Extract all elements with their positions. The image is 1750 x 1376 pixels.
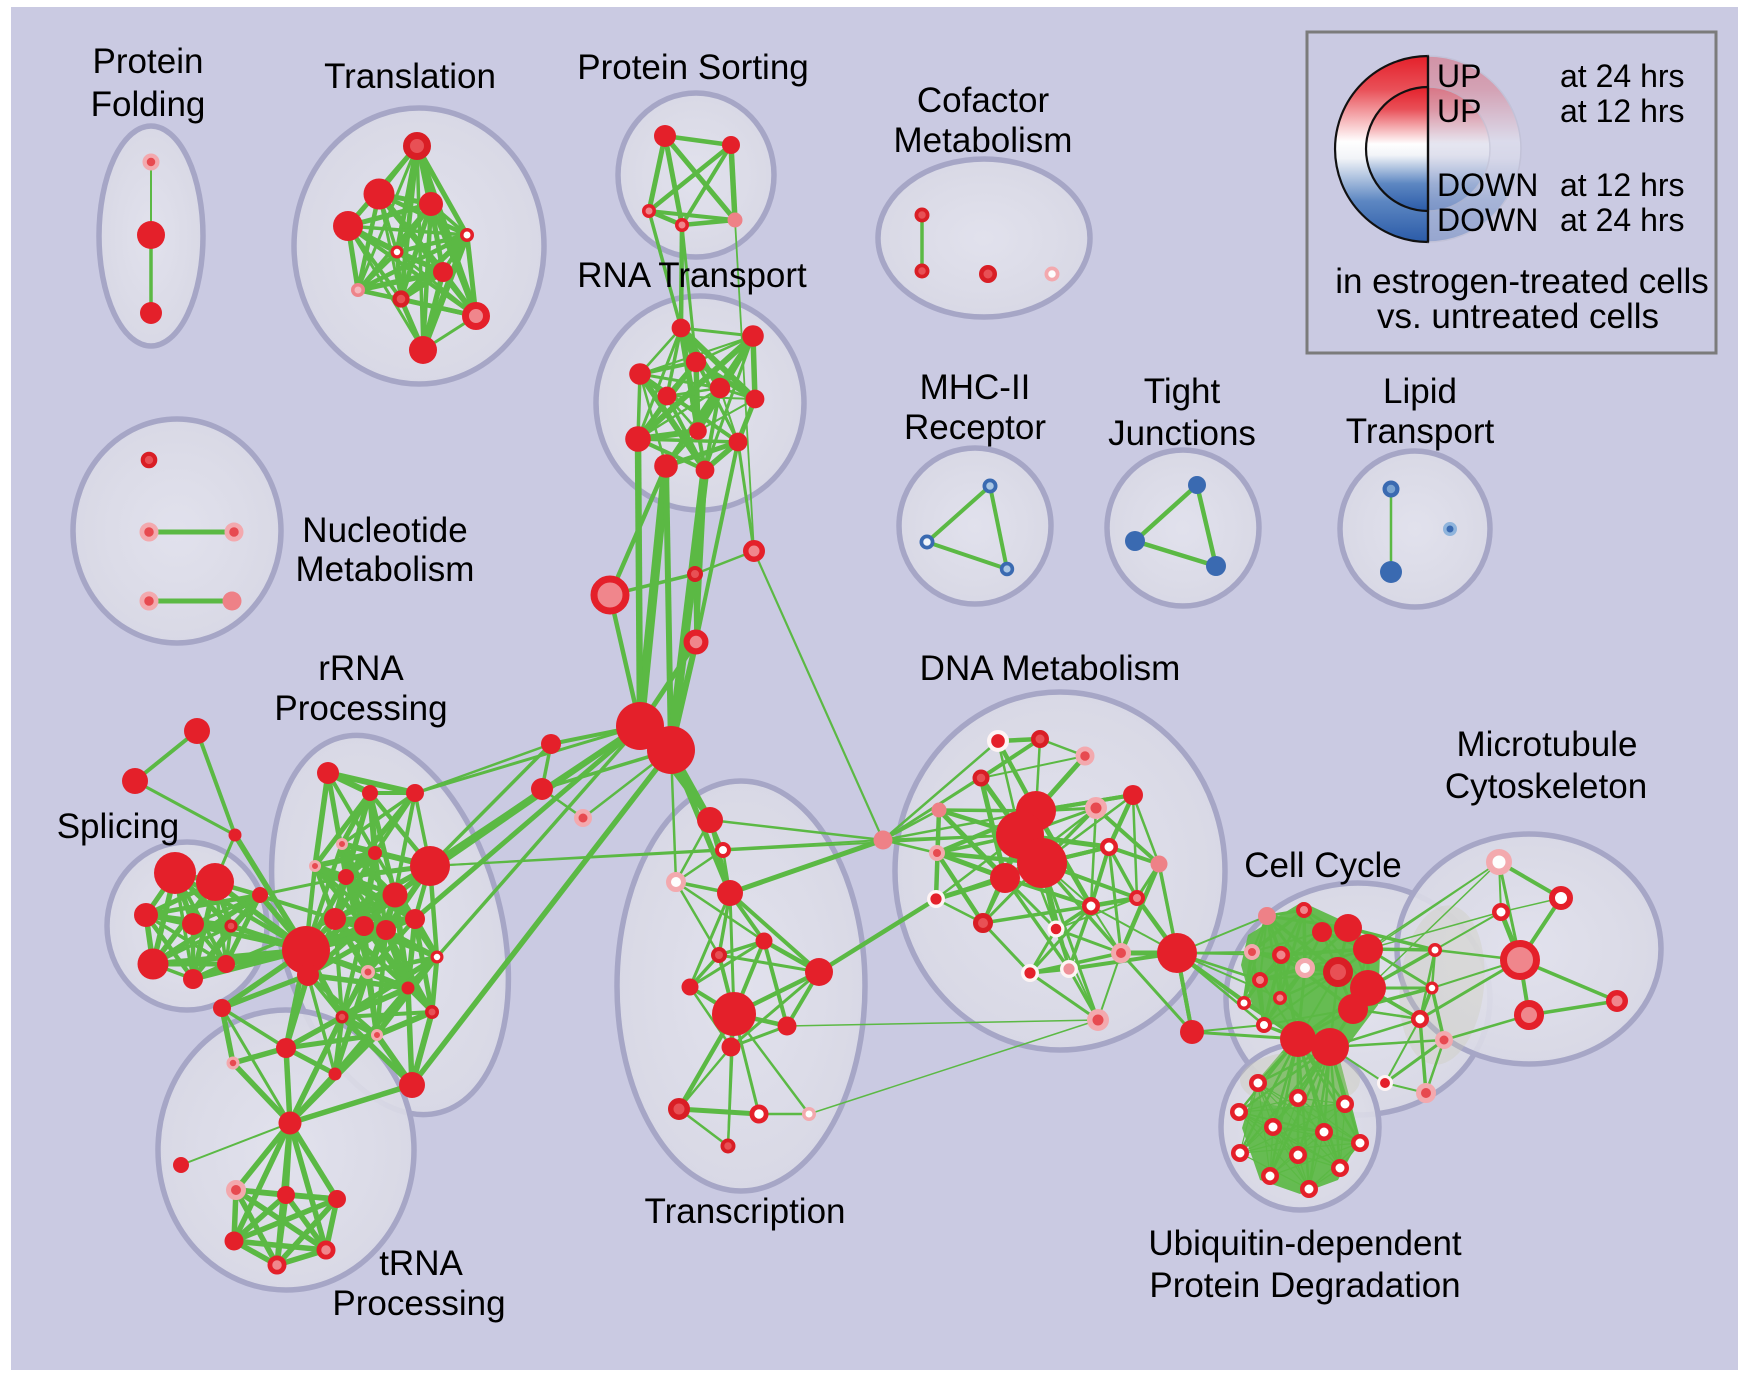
svg-text:Processing: Processing — [274, 689, 447, 728]
svg-text:tRNA: tRNA — [379, 1244, 463, 1283]
svg-text:Translation: Translation — [324, 57, 496, 96]
svg-text:Lipid: Lipid — [1383, 372, 1457, 411]
svg-text:Nucleotide: Nucleotide — [302, 511, 467, 550]
svg-text:at 12 hrs: at 12 hrs — [1560, 167, 1685, 203]
svg-text:Receptor: Receptor — [904, 408, 1046, 447]
svg-text:at 12 hrs: at 12 hrs — [1560, 93, 1685, 129]
svg-text:Metabolism: Metabolism — [296, 550, 475, 589]
svg-text:DOWN: DOWN — [1437, 167, 1538, 203]
svg-text:DOWN: DOWN — [1437, 202, 1538, 238]
svg-text:Transcription: Transcription — [645, 1192, 846, 1231]
svg-text:UP: UP — [1437, 58, 1481, 94]
svg-text:Junctions: Junctions — [1108, 414, 1256, 453]
svg-text:Folding: Folding — [91, 85, 206, 124]
svg-text:in estrogen-treated cells: in estrogen-treated cells — [1335, 262, 1709, 301]
svg-text:Tight: Tight — [1144, 372, 1221, 411]
svg-text:UP: UP — [1437, 93, 1481, 129]
svg-text:Cytoskeleton: Cytoskeleton — [1445, 767, 1647, 806]
svg-text:Transport: Transport — [1346, 412, 1495, 451]
svg-text:rRNA: rRNA — [318, 649, 404, 688]
svg-text:Ubiquitin-dependent: Ubiquitin-dependent — [1148, 1224, 1462, 1263]
svg-text:Processing: Processing — [332, 1284, 505, 1323]
svg-text:at 24 hrs: at 24 hrs — [1560, 202, 1685, 238]
svg-text:Cofactor: Cofactor — [917, 81, 1050, 120]
svg-text:Splicing: Splicing — [57, 807, 180, 846]
svg-text:Protein Degradation: Protein Degradation — [1149, 1266, 1460, 1305]
svg-text:RNA Transport: RNA Transport — [577, 256, 807, 295]
svg-text:Microtubule: Microtubule — [1457, 725, 1638, 764]
svg-text:Protein: Protein — [93, 42, 204, 81]
svg-text:MHC-II: MHC-II — [920, 368, 1031, 407]
svg-text:Protein Sorting: Protein Sorting — [577, 48, 809, 87]
svg-text:vs. untreated cells: vs. untreated cells — [1377, 297, 1659, 336]
svg-text:at 24 hrs: at 24 hrs — [1560, 58, 1685, 94]
svg-text:DNA Metabolism: DNA Metabolism — [920, 649, 1181, 688]
svg-text:Cell Cycle: Cell Cycle — [1244, 846, 1402, 885]
svg-text:Metabolism: Metabolism — [894, 121, 1073, 160]
